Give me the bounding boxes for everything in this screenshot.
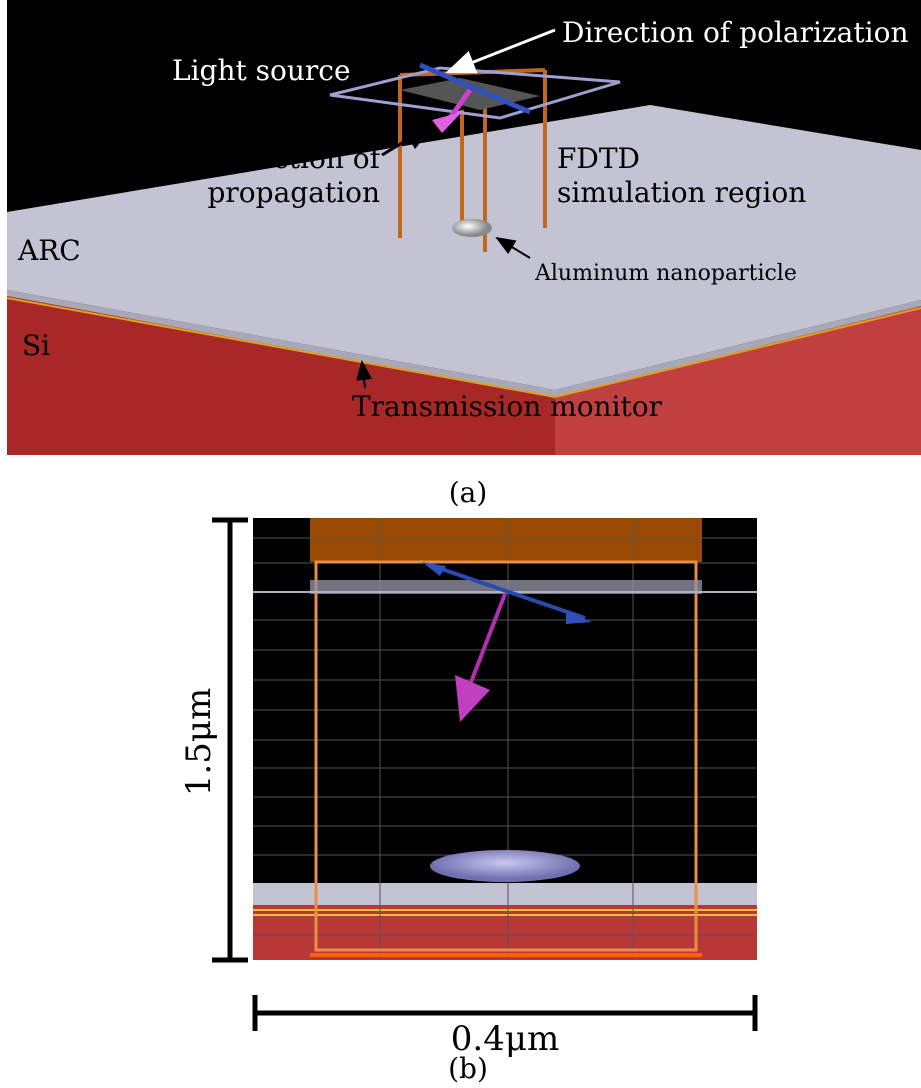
fdtd-label: FDTD: [557, 142, 640, 175]
nanoparticle: [430, 850, 580, 882]
si-layer: [253, 905, 757, 960]
propagation-label: propagation: [208, 176, 381, 209]
propagation-label: Direction of: [212, 142, 383, 175]
caption: (a): [449, 476, 488, 509]
arc-label: ARC: [17, 234, 81, 267]
panel-b: 1.5μm 0.4μm (b): [179, 518, 757, 1085]
si-label: Si: [22, 329, 50, 362]
nanoparticle-label: Aluminum nanoparticle: [534, 261, 797, 286]
nanoparticle: [452, 219, 492, 237]
caption: (b): [448, 1052, 488, 1085]
arc-layer: [253, 883, 757, 905]
monitor-label: Transmission monitor: [352, 390, 663, 423]
fdtd-top: [310, 518, 702, 562]
panel-a: Direction of polarization Light source D…: [7, 0, 921, 509]
source-label: Light source: [172, 54, 351, 87]
figure: Direction of polarization Light source D…: [0, 0, 921, 1088]
fdtd-label: simulation region: [557, 176, 806, 209]
polarization-label: Direction of polarization: [562, 16, 908, 49]
height-label: 1.5μm: [179, 688, 219, 796]
